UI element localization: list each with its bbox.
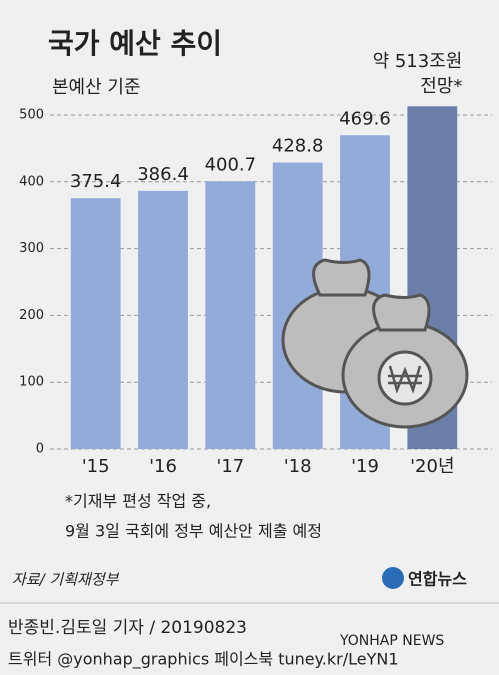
money-bags [281,258,469,429]
annotation: 전망* [420,76,462,97]
footnote: *기재부 편성 작업 중, [65,492,211,511]
social: 트위터 @yonhap_graphics 페이스북 tuney.kr/LeYN1 [8,650,399,670]
source: 자료/ 기획재정부 [12,571,120,589]
x-tick-label: '17 [216,456,244,477]
value-label: 386.4 [137,164,189,185]
chart-subtitle: 본예산 기준 [52,77,141,98]
y-tick-label: 100 [19,375,44,390]
value-label: 469.6 [339,108,391,129]
bar [205,181,256,449]
value-label: 400.7 [205,154,257,175]
y-tick-label: 300 [19,241,44,256]
logo: 연합뉴스 [408,570,467,589]
x-tick-label: '19 [351,456,379,477]
x-tick-label: '18 [284,456,312,477]
y-tick-label: 0 [36,442,44,457]
chart-title: 국가 예산 추이 [48,27,222,60]
logo-icon [382,567,404,589]
footnote: 9월 3일 국회에 정부 예산안 제출 예정 [65,522,322,541]
bar [70,198,121,449]
y-tick-label: 500 [19,107,44,122]
x-tick-label: '16 [149,456,177,477]
x-tick-label: '20년 [410,456,454,477]
watermark: YONHAP NEWS [339,633,444,649]
x-tick-label: '15 [82,456,110,477]
value-label: 375.4 [70,171,122,192]
bar [138,190,188,449]
annotation: 약 513조원 [373,51,463,72]
value-label: 428.8 [272,136,324,157]
y-tick-label: 400 [19,174,44,189]
credit: 반종빈.김토일 기자 / 20190823 [8,618,247,638]
y-tick-label: 200 [19,308,44,323]
